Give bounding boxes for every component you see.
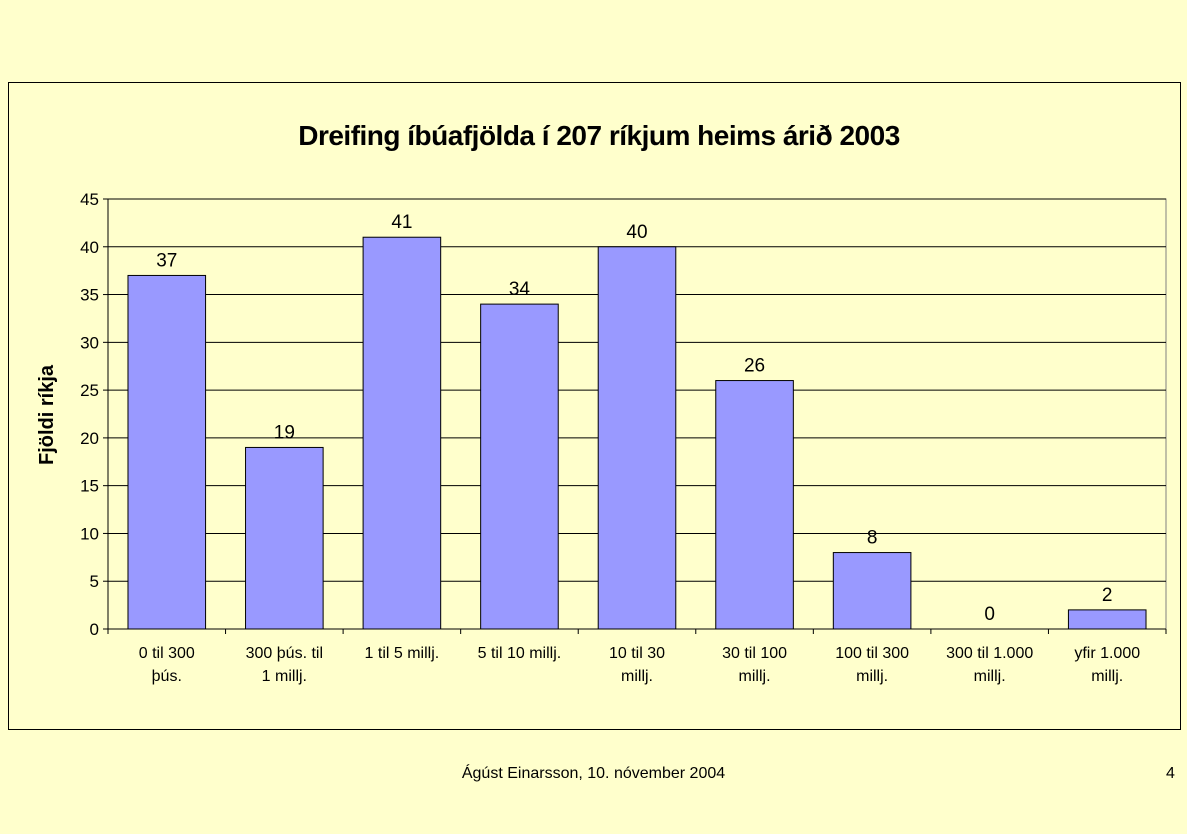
x-tick-label: þús.	[152, 668, 182, 685]
x-tick-label: 1 millj.	[262, 668, 307, 685]
data-label: 19	[274, 422, 295, 443]
x-tick-label: 30 til 100	[722, 645, 787, 662]
x-tick-label: millj.	[1091, 668, 1123, 685]
y-tick-label: 15	[80, 477, 99, 496]
y-tick-label: 10	[80, 524, 99, 543]
x-tick-label: 300 til 1.000	[946, 645, 1033, 662]
data-label: 37	[156, 250, 177, 271]
data-label: 40	[626, 222, 647, 243]
y-tick-label: 5	[90, 572, 99, 591]
chart-frame: Dreifing íbúafjölda í 207 ríkjum heims á…	[8, 82, 1181, 730]
y-axis-label: Fjöldi ríkja	[36, 364, 58, 465]
data-label: 8	[867, 528, 878, 549]
x-tick-label: 10 til 30	[609, 645, 665, 662]
page-number: 4	[1166, 765, 1175, 782]
bar	[480, 303, 559, 630]
bar	[1067, 609, 1147, 630]
bar	[127, 274, 207, 630]
x-tick-label: yfir 1.000	[1074, 645, 1140, 662]
y-tick-label: 30	[80, 333, 99, 352]
x-tick-label: millj.	[739, 668, 771, 685]
data-label: 0	[984, 604, 995, 625]
y-tick-label: 35	[80, 286, 99, 305]
y-tick-label: 45	[80, 190, 99, 209]
bar-chart: Dreifing íbúafjölda í 207 ríkjum heims á…	[36, 120, 1167, 685]
x-tick-label: 100 til 300	[835, 645, 909, 662]
data-label: 34	[509, 279, 531, 300]
bar	[715, 380, 794, 630]
bar	[362, 236, 442, 630]
data-label: 26	[744, 356, 765, 377]
x-tick-label: 5 til 10 millj.	[478, 645, 562, 662]
y-tick-label: 0	[90, 620, 99, 639]
bar	[245, 446, 324, 630]
x-tick-label: millj.	[974, 668, 1006, 685]
y-tick-label: 20	[80, 429, 99, 448]
x-tick-label: millj.	[856, 668, 888, 685]
x-tick-label: 0 til 300	[139, 645, 195, 662]
y-tick-label: 40	[80, 238, 99, 257]
chart-title: Dreifing íbúafjölda í 207 ríkjum heims á…	[298, 120, 900, 151]
data-label: 41	[391, 212, 412, 233]
bar	[832, 552, 912, 630]
y-tick-label: 25	[80, 381, 99, 400]
bar	[597, 246, 677, 630]
x-tick-label: 1 til 5 millj.	[365, 645, 440, 662]
x-tick-label: 300 þús. til	[246, 645, 323, 662]
data-label: 2	[1102, 585, 1113, 606]
footer-author-date: Ágúst Einarsson, 10. nóvember 2004	[461, 765, 726, 782]
x-tick-label: millj.	[621, 668, 653, 685]
